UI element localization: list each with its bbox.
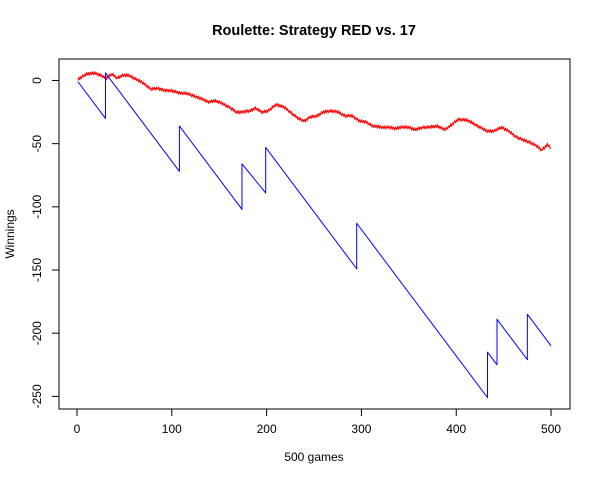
x-tick-label: 200 [257, 422, 277, 436]
x-axis-label: 500 games [284, 450, 343, 464]
chart-title: Roulette: Strategy RED vs. 17 [212, 23, 416, 39]
y-tick-label: 0 [30, 77, 44, 84]
x-tick-label: 300 [351, 422, 371, 436]
y-tick-label: -50 [30, 135, 44, 153]
x-tick-label: 100 [162, 422, 182, 436]
y-axis-label: Winnings [3, 209, 17, 258]
series-line-2 [77, 72, 552, 399]
x-tick-label: 400 [446, 422, 466, 436]
y-tick-label: -200 [30, 321, 44, 345]
x-axis: 0 100 200 300 400 500 [74, 408, 561, 436]
x-tick-label: 500 [541, 422, 561, 436]
series-line-1 [77, 71, 552, 152]
x-tick-label: 0 [74, 422, 81, 436]
y-tick-label: -250 [30, 384, 44, 408]
series-layer [77, 71, 552, 399]
plot-frame [58, 58, 571, 410]
y-tick-label: -150 [30, 258, 44, 282]
y-axis: 0 -50 -100 -150 -200 -250 [30, 77, 60, 408]
y-tick-label: -100 [30, 195, 44, 219]
